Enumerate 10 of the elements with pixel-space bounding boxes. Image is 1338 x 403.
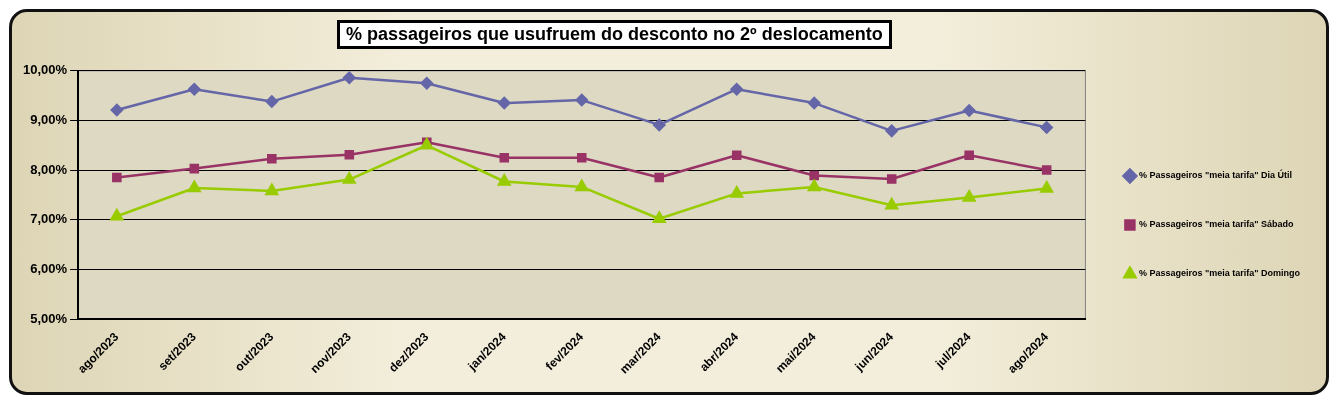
legend-label: % Passageiros "meia tarifa" Dia Útil	[1138, 169, 1293, 181]
y-tick-label: 6,00%	[30, 260, 68, 276]
legend-label: % Passageiros "meia tarifa" Domingo	[1138, 268, 1301, 279]
y-tick-label: 9,00%	[30, 112, 68, 128]
y-tick-label: 5,00%	[30, 310, 68, 326]
chart-title: % passageiros que usufruem do desconto no 2º deslocamento	[337, 20, 892, 49]
y-tick-label: 7,00%	[30, 211, 68, 227]
legend-label: % Passageiros "meia tarifa" Sábado	[1138, 219, 1295, 230]
y-tick-label: 10,00%	[23, 62, 68, 78]
y-tick-label: 8,00%	[30, 161, 68, 177]
